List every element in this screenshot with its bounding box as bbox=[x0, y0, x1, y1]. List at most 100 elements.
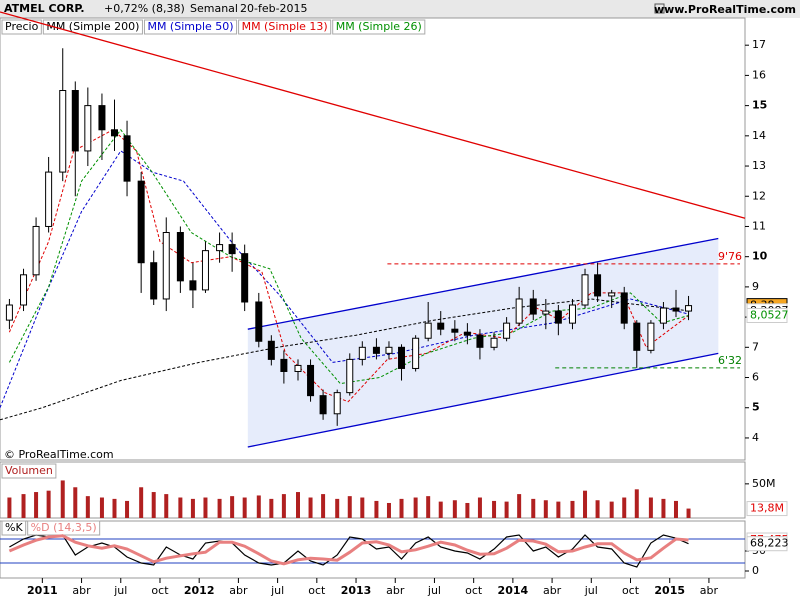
header-bar bbox=[0, 0, 800, 18]
moving-average bbox=[8, 128, 689, 385]
y-tick-label: 16 bbox=[752, 68, 766, 81]
volume-bar bbox=[242, 497, 247, 518]
volume-bar bbox=[335, 498, 340, 518]
volume-bar bbox=[583, 490, 588, 518]
volume-bar bbox=[281, 494, 286, 518]
candle-body bbox=[554, 310, 562, 324]
candle-body bbox=[189, 280, 197, 291]
change: +0,72% (8,38) bbox=[104, 2, 185, 15]
oscillator-line bbox=[9, 534, 689, 568]
level-label: 6'32 bbox=[718, 354, 742, 367]
y-tick-label: 6 bbox=[752, 371, 759, 384]
level-label: 9'76 bbox=[718, 250, 742, 263]
legend-entry: MM (Simple 50) bbox=[147, 20, 233, 33]
x-tick-label: 2011 bbox=[27, 584, 58, 597]
candle-body bbox=[672, 307, 680, 312]
volume-bar bbox=[686, 508, 691, 518]
candle-body bbox=[307, 364, 315, 397]
candle-body bbox=[84, 105, 92, 152]
y-tick-label: 11 bbox=[752, 219, 766, 232]
watermark: © ProRealTime.com bbox=[4, 448, 114, 461]
volume-bar bbox=[73, 487, 78, 518]
candle-body bbox=[201, 250, 209, 291]
volume-bar bbox=[426, 496, 431, 518]
candle-body bbox=[476, 334, 484, 348]
oscillator-line bbox=[8, 534, 689, 566]
x-tick-label: 2012 bbox=[184, 584, 215, 597]
candle-body bbox=[294, 364, 302, 372]
candle-body bbox=[594, 274, 602, 297]
candle-body bbox=[98, 105, 106, 131]
volume-bar bbox=[139, 487, 144, 518]
volume-bar bbox=[321, 494, 326, 518]
volume-bar bbox=[634, 489, 639, 518]
volume-bar bbox=[151, 492, 156, 518]
candle-body bbox=[150, 262, 158, 300]
candle-body bbox=[503, 322, 511, 339]
volume-bar bbox=[504, 501, 509, 518]
candle-body bbox=[529, 298, 537, 315]
candle-body bbox=[633, 322, 641, 351]
legend-box bbox=[143, 19, 238, 35]
candle-body bbox=[358, 346, 366, 360]
legend-box bbox=[238, 19, 332, 35]
x-tick-label: 2013 bbox=[341, 584, 372, 597]
volume-bar bbox=[256, 495, 261, 518]
x-tick-label: 2015 bbox=[654, 584, 685, 597]
date: 20-feb-2015 bbox=[240, 2, 308, 15]
stoch-panel bbox=[0, 520, 746, 579]
volume-bar bbox=[531, 498, 536, 518]
candle-body bbox=[542, 310, 550, 315]
window-icon[interactable] bbox=[654, 3, 665, 14]
volume-bar bbox=[203, 497, 208, 518]
candle-body bbox=[280, 358, 288, 372]
price-tag-label: 13,8M bbox=[750, 502, 784, 515]
candle-body bbox=[241, 253, 249, 303]
volume-bar bbox=[269, 498, 274, 518]
volume-bar bbox=[492, 500, 497, 518]
volume-bar bbox=[308, 497, 313, 518]
legend-entry: %D (14,3,5) bbox=[31, 521, 97, 534]
legend-box bbox=[1, 463, 57, 479]
volume-bar bbox=[517, 494, 522, 518]
legend-box bbox=[42, 19, 143, 35]
symbol: ATMEL CORP. bbox=[4, 2, 85, 15]
candle-body bbox=[372, 346, 380, 354]
volume-bar bbox=[595, 500, 600, 518]
x-tick-label: jul bbox=[113, 584, 127, 597]
volume-bar bbox=[164, 494, 169, 518]
x-tick-label: oct bbox=[308, 584, 326, 597]
candle-body bbox=[620, 292, 628, 324]
candle-body bbox=[463, 331, 471, 336]
volume-bar bbox=[7, 497, 12, 518]
candle-body bbox=[412, 337, 420, 369]
legend-entry: MM (Simple 26) bbox=[336, 20, 422, 33]
candle-body bbox=[137, 180, 145, 264]
candle-body bbox=[398, 346, 406, 369]
volume-bar bbox=[465, 502, 470, 518]
candle-body bbox=[45, 171, 53, 227]
y-tick-label: 4 bbox=[752, 431, 759, 444]
price-panel bbox=[0, 17, 746, 461]
x-tick-label: oct bbox=[622, 584, 640, 597]
y-tick-label: 17 bbox=[752, 38, 766, 51]
candle-body bbox=[123, 135, 131, 182]
volume-panel bbox=[0, 461, 746, 519]
volume-bar bbox=[609, 501, 614, 518]
candle-body bbox=[685, 305, 693, 312]
volume-bar bbox=[190, 498, 195, 518]
volume-bar bbox=[21, 494, 26, 518]
x-tick-label: abr bbox=[543, 584, 562, 597]
x-tick-label: jul bbox=[270, 584, 284, 597]
candle-body bbox=[647, 322, 655, 351]
legend-entry: Precio bbox=[5, 20, 39, 33]
candle-body bbox=[424, 322, 432, 339]
price-tag-label: 68,223 bbox=[750, 537, 789, 550]
site: www.ProRealTime.com bbox=[654, 3, 796, 16]
legend-entry: MM (Simple 200) bbox=[46, 20, 139, 33]
price-tag bbox=[746, 501, 788, 517]
volume-bar bbox=[178, 497, 183, 518]
x-tick-label: 2014 bbox=[498, 584, 529, 597]
volume-bar bbox=[347, 496, 352, 518]
